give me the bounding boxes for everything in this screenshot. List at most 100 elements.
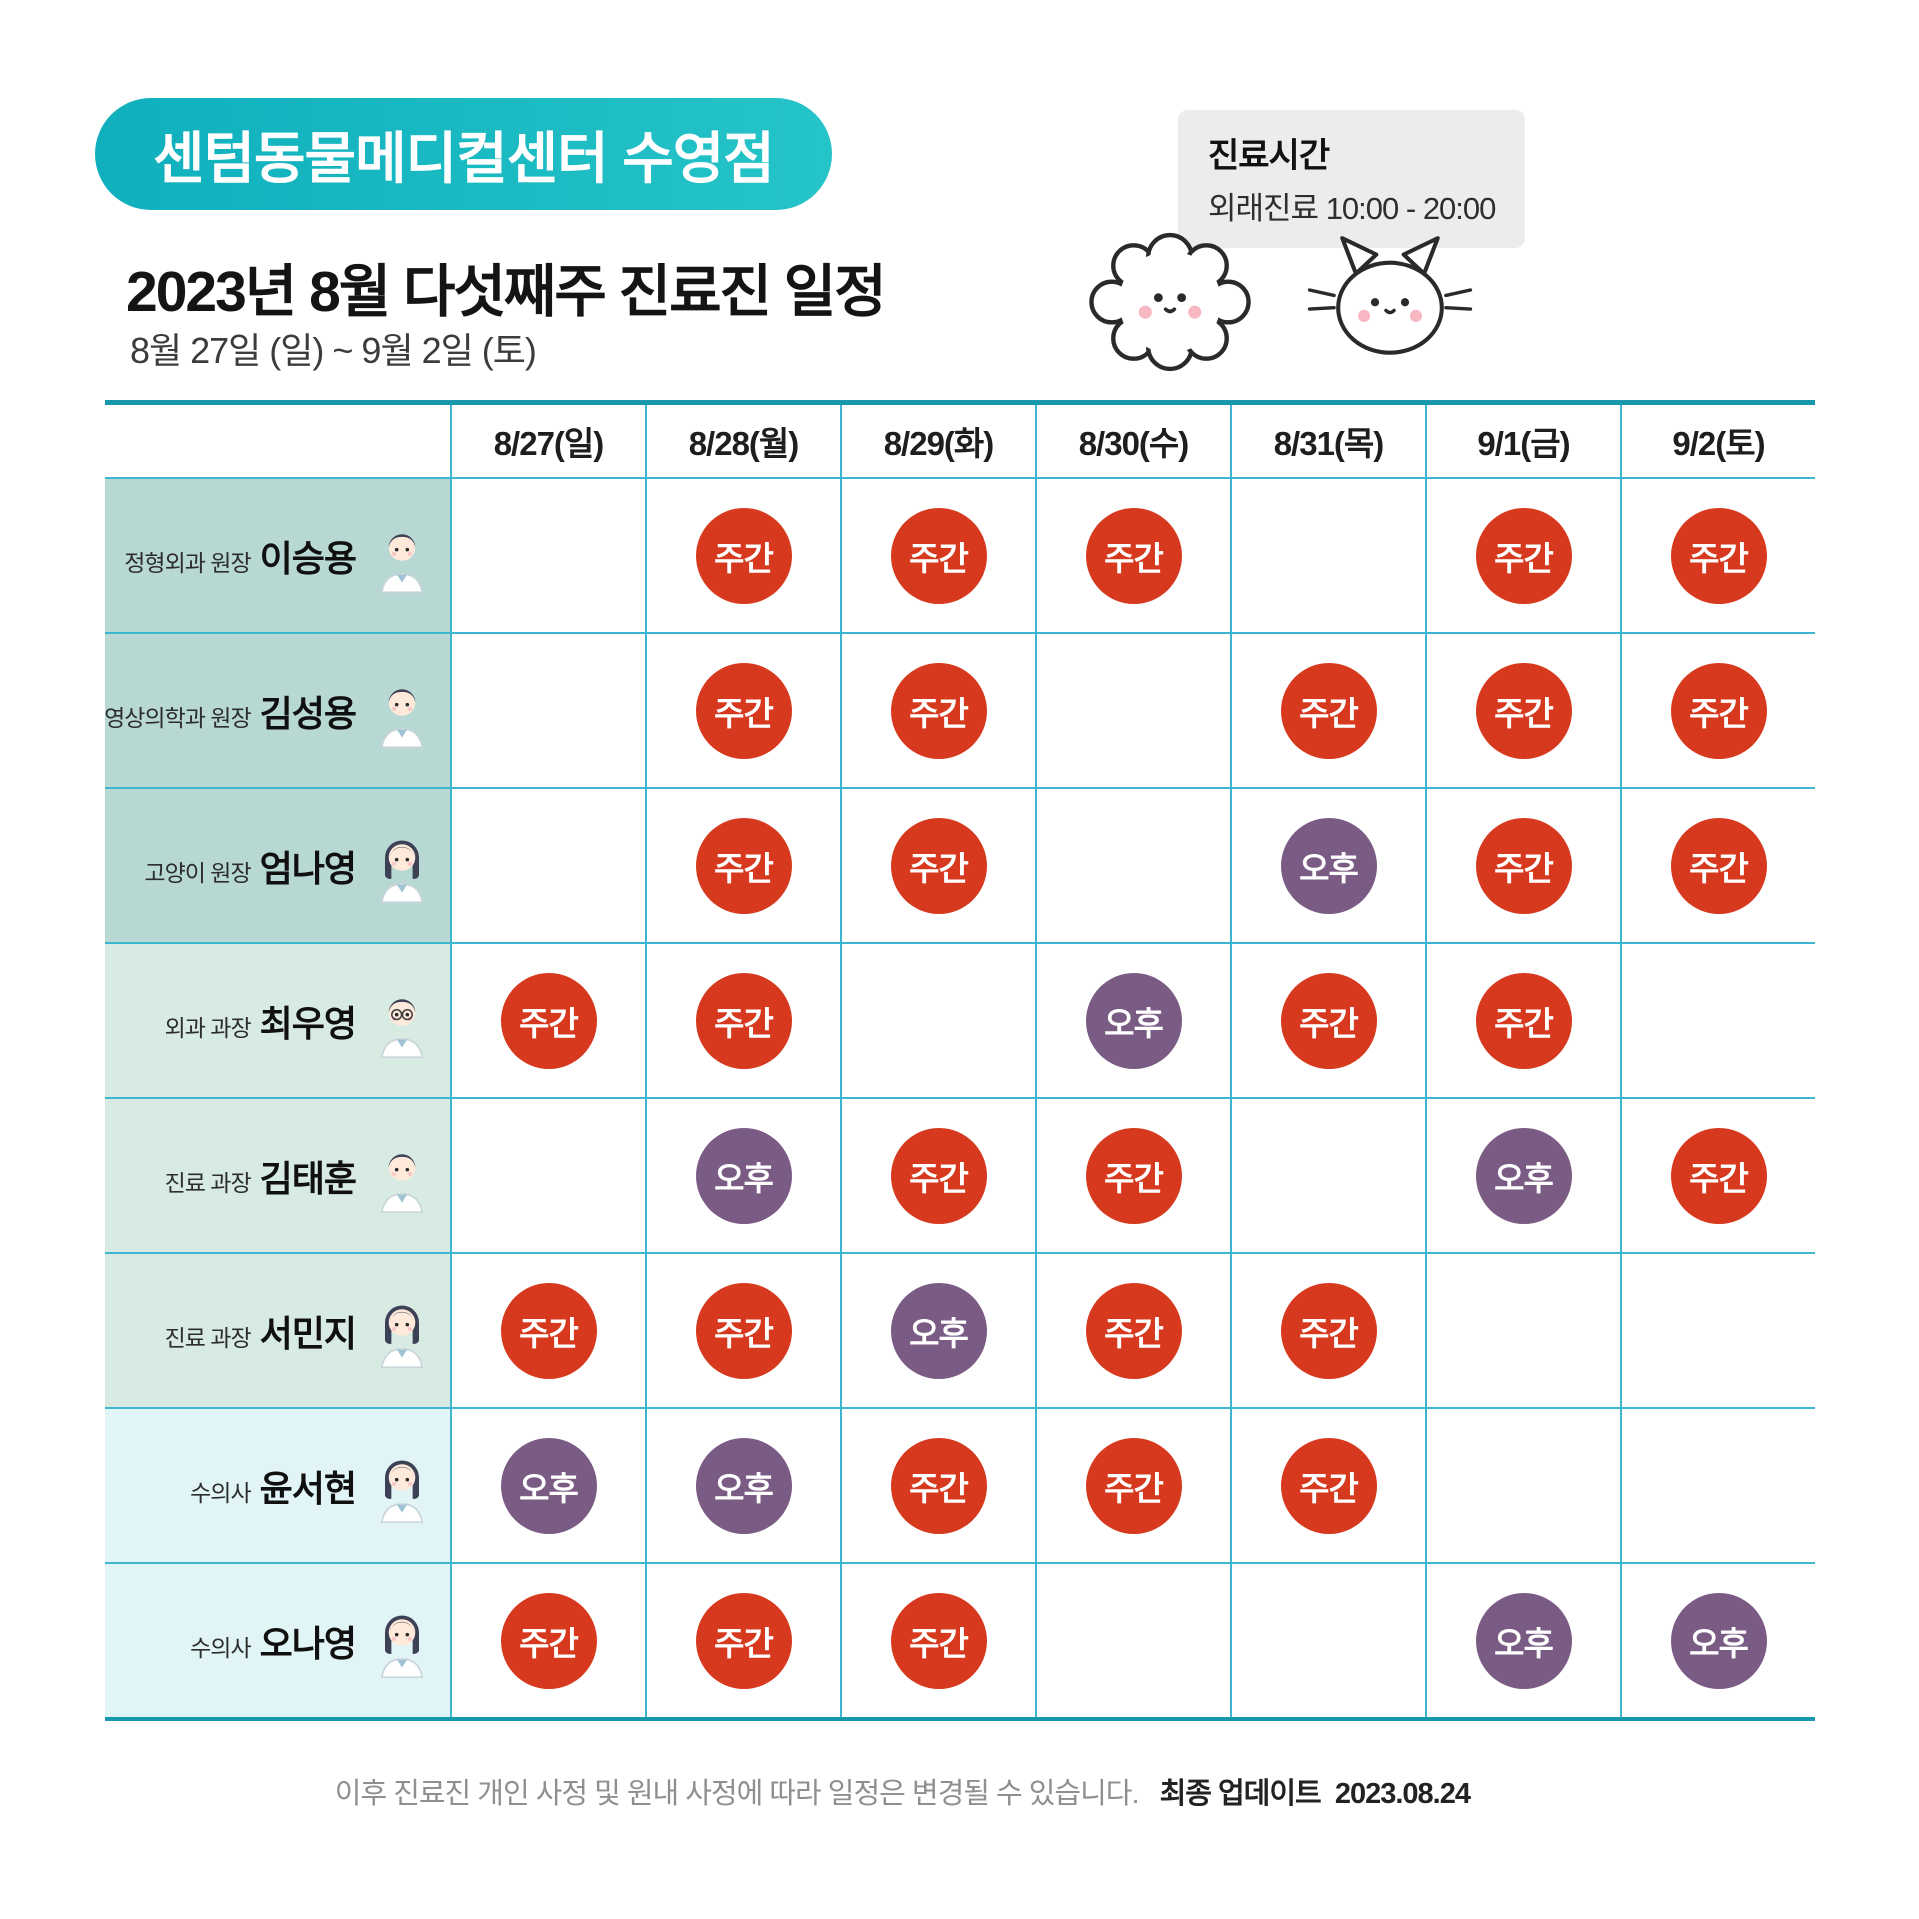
- column-header: 8/30(수): [1035, 405, 1230, 477]
- staff-avatar-icon: [380, 1615, 424, 1678]
- staff-label-cell: 고양이 원장 엄나영: [105, 789, 450, 942]
- column-header-label: 9/1(금): [1477, 425, 1570, 462]
- column-header: 8/28(월): [645, 405, 840, 477]
- staff-label-cell: 진료 과장 김태훈: [105, 1099, 450, 1252]
- clinic-badge-text: 센텀동물메디컬센터 수영점: [153, 126, 775, 190]
- shift-badge: 주간: [500, 1592, 597, 1689]
- table-row: 영상의학과 원장 김성용 주간 주간 주간 주간 주간: [105, 632, 1815, 787]
- table-row: 진료 과장 김태훈 오후 주간 주간 오후 주간: [105, 1097, 1815, 1252]
- shift-cell: 주간: [450, 1564, 645, 1717]
- staff-label-cell: 수의사 윤서현: [105, 1409, 450, 1562]
- shift-badge: 주간: [1085, 507, 1182, 604]
- shift-cell: 주간: [840, 1099, 1035, 1252]
- shift-badge: 주간: [695, 662, 792, 759]
- table-row: 외과 과장 최우영 주간 주간 오후 주간 주간: [105, 942, 1815, 1097]
- staff-role: 진료 과장: [164, 1169, 252, 1196]
- column-header-label: 9/2(토): [1672, 425, 1765, 462]
- shift-cell: [1035, 634, 1230, 787]
- shift-badge: 주간: [1475, 662, 1572, 759]
- table-row: 수의사 오나영 주간 주간 주간 오후 오후: [105, 1562, 1815, 1717]
- shift-badge: 주간: [890, 1127, 987, 1224]
- shift-badge: 주간: [1085, 1282, 1182, 1379]
- shift-badge: 주간: [1475, 972, 1572, 1069]
- shift-cell: [1425, 1254, 1620, 1407]
- shift-badge: 주간: [695, 1282, 792, 1379]
- shift-cell: 오후: [450, 1409, 645, 1562]
- shift-badge: 오후: [1475, 1592, 1572, 1689]
- shift-cell: 주간: [1035, 1099, 1230, 1252]
- shift-badge: 주간: [1280, 1437, 1377, 1534]
- staff-avatar-icon: [380, 998, 424, 1058]
- shift-cell: 주간: [1230, 944, 1425, 1097]
- shift-cell: 오후: [1620, 1564, 1815, 1717]
- shift-cell: 주간: [840, 1409, 1035, 1562]
- staff-label-cell: 정형외과 원장 이승용: [105, 479, 450, 632]
- shift-badge: 주간: [1085, 1437, 1182, 1534]
- shift-badge: 주간: [1670, 507, 1767, 604]
- hours-title: 진료시간: [1208, 137, 1330, 175]
- shift-cell: [1230, 1099, 1425, 1252]
- shift-cell: [1035, 789, 1230, 942]
- shift-badge: 주간: [1475, 507, 1572, 604]
- shift-badge: 주간: [1670, 817, 1767, 914]
- staff-label: 외과 과장 최우영: [164, 995, 357, 1047]
- shift-cell: [1035, 1564, 1230, 1717]
- shift-cell: 주간: [1425, 944, 1620, 1097]
- shift-badge: 오후: [500, 1437, 597, 1534]
- shift-badge: 오후: [695, 1437, 792, 1534]
- shift-badge: 오후: [1280, 817, 1377, 914]
- shift-cell: [840, 944, 1035, 1097]
- shift-badge: 주간: [1280, 1282, 1377, 1379]
- shift-badge: 주간: [890, 817, 987, 914]
- shift-cell: 주간: [1620, 634, 1815, 787]
- clinic-badge: 센텀동물메디컬센터 수영점: [95, 98, 832, 210]
- staff-role: 외과 과장: [164, 1014, 252, 1041]
- table-row: 수의사 윤서현 오후 오후 주간 주간 주간: [105, 1407, 1815, 1562]
- shift-cell: [1230, 479, 1425, 632]
- shift-cell: 주간: [1425, 479, 1620, 632]
- table-row: 진료 과장 서민지 주간 주간 오후 주간 주간: [105, 1252, 1815, 1407]
- shift-badge: 오후: [1475, 1127, 1572, 1224]
- shift-cell: [450, 1099, 645, 1252]
- staff-avatar-icon: [380, 688, 424, 748]
- shift-cell: 주간: [1035, 1254, 1230, 1407]
- staff-label-cell: 외과 과장 최우영: [105, 944, 450, 1097]
- shift-cell: 주간: [450, 1254, 645, 1407]
- staff-label: 수의사 오나영: [190, 1615, 357, 1667]
- shift-cell: 주간: [450, 944, 645, 1097]
- shift-cell: [1620, 1254, 1815, 1407]
- shift-badge: 주간: [1670, 662, 1767, 759]
- column-header: 9/2(토): [1620, 405, 1815, 477]
- staff-label-cell: 영상의학과 원장 김성용: [105, 634, 450, 787]
- shift-badge: 주간: [890, 1592, 987, 1689]
- shift-badge: 주간: [890, 662, 987, 759]
- shift-badge: 오후: [695, 1127, 792, 1224]
- shift-badge: 주간: [500, 972, 597, 1069]
- shift-cell: 주간: [645, 1564, 840, 1717]
- staff-name: 윤서현: [259, 1467, 357, 1509]
- shift-badge: 주간: [1085, 1127, 1182, 1224]
- column-header-label: 8/29(화): [883, 425, 995, 462]
- shift-cell: 주간: [645, 479, 840, 632]
- shift-badge: 주간: [890, 1437, 987, 1534]
- staff-label: 진료 과장 김태훈: [164, 1150, 357, 1202]
- staff-name: 이승용: [259, 537, 357, 579]
- shift-cell: 주간: [1230, 1409, 1425, 1562]
- shift-cell: [1620, 1409, 1815, 1562]
- shift-cell: 오후: [645, 1099, 840, 1252]
- staff-label: 수의사 윤서현: [190, 1460, 357, 1512]
- shift-cell: [1425, 1409, 1620, 1562]
- staff-role: 진료 과장: [164, 1324, 252, 1351]
- footer-updated: 최종 업데이트 2023.08.24: [1159, 1778, 1471, 1810]
- staff-avatar: [368, 982, 436, 1060]
- column-header: 8/31(목): [1230, 405, 1425, 477]
- staff-avatar: [368, 1447, 436, 1525]
- table-corner-cell: [105, 405, 450, 477]
- shift-cell: [450, 789, 645, 942]
- shift-badge: 주간: [695, 1592, 792, 1689]
- schedule-table: 8/27(일) 8/28(월) 8/29(화) 8/30(수) 8/31(목) 9/1(금…: [105, 400, 1815, 1721]
- shift-badge: 오후: [890, 1282, 987, 1379]
- shift-badge: 주간: [1475, 817, 1572, 914]
- shift-badge: 주간: [500, 1282, 597, 1379]
